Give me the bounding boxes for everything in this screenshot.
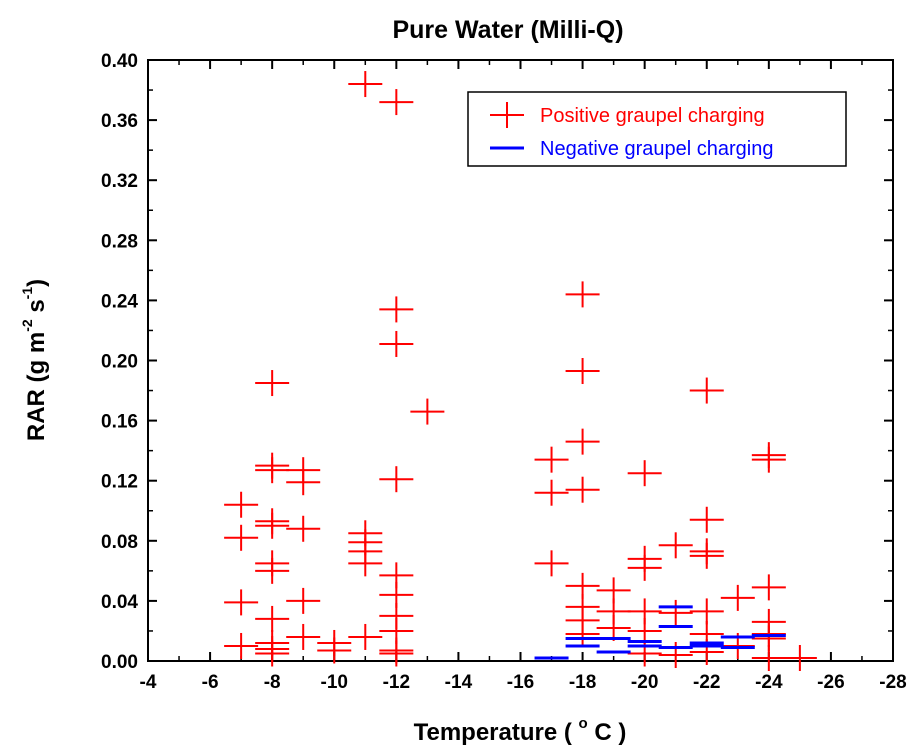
positive-charging-point	[751, 446, 786, 473]
positive-charging-point	[379, 330, 414, 357]
positive-charging-point	[689, 506, 724, 533]
legend: Positive graupel charging Negative graup…	[467, 91, 847, 167]
legend-plus-marker	[490, 102, 524, 128]
x-tick-label: -12	[383, 672, 410, 693]
x-tick-label: -26	[817, 672, 844, 693]
data-points	[224, 71, 817, 671]
positive-charging-point	[627, 460, 662, 487]
positive-charging-point	[224, 589, 259, 616]
x-axis-label: Temperature ( o C )	[414, 715, 627, 746]
positive-charging-point	[751, 644, 786, 671]
y-tick-label: 0.00	[101, 652, 138, 673]
positive-charging-point	[565, 476, 600, 503]
x-tick-label: -20	[631, 672, 658, 693]
positive-charging-point	[658, 599, 693, 626]
positive-charging-point	[255, 457, 290, 484]
positive-charging-point	[317, 637, 352, 664]
y-tick-label: 0.20	[101, 352, 138, 373]
positive-charging-point	[534, 446, 569, 473]
positive-charging-point	[689, 598, 724, 625]
positive-charging-point	[286, 469, 321, 496]
positive-charging-point	[720, 584, 755, 611]
x-tick-label: -18	[569, 672, 596, 693]
positive-charging-point	[565, 428, 600, 455]
legend-box	[467, 91, 847, 167]
positive-charging-point	[410, 398, 445, 425]
positive-charging-point	[379, 296, 414, 323]
x-tick-label: -28	[879, 672, 906, 693]
legend-label-negative: Negative graupel charging	[540, 138, 774, 160]
y-tick-label: 0.04	[101, 592, 138, 613]
legend-label-positive: Positive graupel charging	[540, 105, 765, 127]
x-tick-label: -14	[445, 672, 473, 693]
x-tick-label: -22	[693, 672, 720, 693]
y-axis-label: RAR (g m-2 s-1)	[19, 279, 50, 441]
x-tick-label: -8	[264, 672, 281, 693]
positive-charging-point	[627, 554, 662, 581]
x-tick-label: -24	[755, 672, 783, 693]
y-tick-labels: 0.00 0.04 0.08 0.12 0.16 0.20 0.24 0.28 0.32 0.36…	[101, 51, 138, 673]
positive-charging-point	[782, 644, 817, 671]
y-axis-label-sup1: -2	[19, 319, 35, 332]
positive-charging-point	[255, 370, 290, 397]
legend-marker-positive	[490, 102, 524, 128]
positive-charging-point	[224, 524, 259, 551]
x-tick-label: -10	[321, 672, 348, 693]
y-tick-label: 0.08	[101, 532, 138, 553]
y-tick-label: 0.32	[101, 171, 138, 192]
y-tick-label: 0.40	[101, 51, 138, 72]
positive-charging-point	[658, 641, 693, 668]
positive-charging-point	[379, 89, 414, 116]
positive-charging-point	[255, 605, 290, 632]
positive-charging-point	[565, 620, 600, 647]
y-axis-label-c: )	[23, 279, 50, 287]
x-axis-label-unit: C )	[588, 719, 627, 746]
x-tick-label: -16	[507, 672, 534, 693]
y-tick-label: 0.12	[101, 472, 138, 493]
positive-charging-point	[565, 358, 600, 385]
positive-charging-point	[658, 532, 693, 559]
x-tick-label: -4	[140, 672, 157, 693]
y-axis-label-b: s	[23, 299, 50, 319]
positive-charging-point	[534, 550, 569, 577]
positive-charging-point	[379, 640, 414, 667]
y-axis-label-sup2: -1	[19, 287, 35, 300]
positive-charging-point	[627, 617, 662, 644]
y-tick-label: 0.28	[101, 231, 138, 252]
positive-charging-point	[224, 632, 259, 659]
positive-charging-point	[286, 515, 321, 542]
positive-charging-point	[689, 542, 724, 569]
positive-charging-point	[627, 640, 662, 667]
x-axis-label-main: Temperature (	[414, 719, 579, 746]
y-axis-label-a: RAR (g m	[23, 332, 50, 441]
positive-charging-point	[348, 71, 383, 98]
positive-charging-point	[286, 587, 321, 614]
positive-charging-point	[348, 623, 383, 650]
positive-charging-point	[565, 281, 600, 308]
x-tick-labels: -4 -6 -8 -10 -12 -14 -16 -18 -20 -22 -24 -26 -28	[140, 672, 907, 693]
positive-charging-point	[379, 466, 414, 493]
positive-charging-point	[751, 574, 786, 601]
y-tick-label: 0.16	[101, 412, 138, 433]
x-tick-label: -6	[202, 672, 219, 693]
positive-charging-point	[534, 479, 569, 506]
x-axis-label-superscript: o	[579, 715, 588, 732]
chart-title: Pure Water (Milli-Q)	[392, 16, 623, 44]
y-tick-label: 0.24	[101, 291, 138, 312]
positive-charging-point	[286, 623, 321, 650]
positive-charging-point	[224, 491, 259, 518]
y-tick-label: 0.36	[101, 111, 138, 132]
positive-charging-point	[348, 550, 383, 577]
positive-charging-point	[596, 614, 631, 641]
positive-charging-point	[255, 512, 290, 539]
positive-charging-point	[255, 557, 290, 584]
positive-charging-point	[689, 377, 724, 404]
positive-charging-point	[255, 640, 290, 667]
